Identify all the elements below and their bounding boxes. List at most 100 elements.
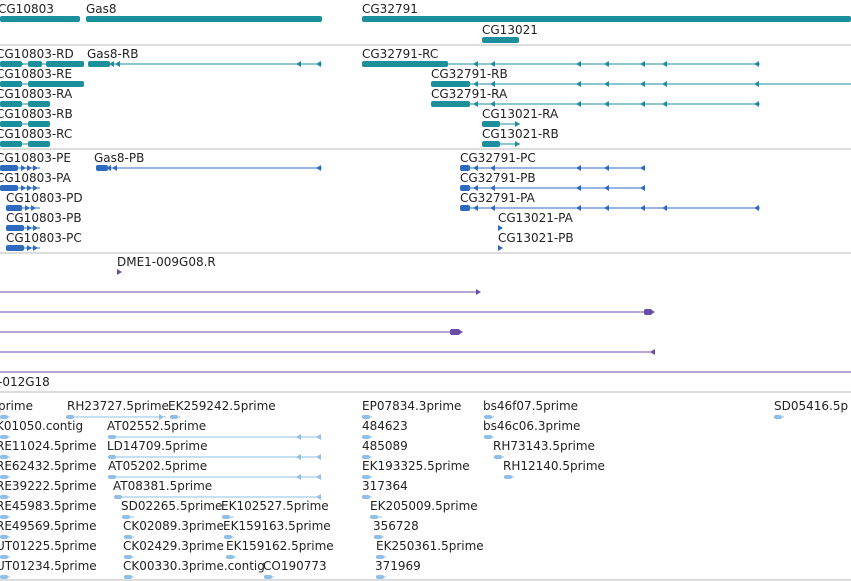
est-label[interactable]: EK102527.5prime [221,499,329,513]
exon-block[interactable] [460,165,470,171]
est-block[interactable] [0,515,8,519]
est-label[interactable]: RH12140.5prime [503,459,605,473]
est-label[interactable]: 484623 [362,419,408,433]
est-label[interactable]: EK159162.5prime [226,539,334,553]
est-label[interactable]: LD14709.5prime [107,439,208,453]
est-block[interactable] [122,515,130,519]
est-label[interactable]: 356728 [373,519,419,533]
transcript-label[interactable]: CG10803-RA [0,87,73,101]
est-label[interactable]: EK259242.5prime [168,399,276,413]
exon-block[interactable] [46,61,84,67]
est-label[interactable]: RH23727.5prime [67,399,169,413]
est-label[interactable]: SD02265.5prime [121,499,222,513]
est-block[interactable] [222,515,230,519]
est-label[interactable]: RE49569.5prime [0,519,97,533]
transcript-label[interactable]: CG13021-RB [482,127,559,141]
gene-bar[interactable] [0,16,80,22]
est-label[interactable]: SD05416.5p [774,399,848,413]
est-block[interactable] [0,415,8,419]
est-label[interactable]: CO190773 [263,559,327,573]
est-label[interactable]: 485089 [362,439,408,453]
est-block[interactable] [226,555,234,559]
est-label[interactable]: bs46c06.3prime [483,419,580,433]
est-label[interactable]: CK02089.3prime [123,519,224,533]
est-label[interactable]: EK159163.5prime [223,519,331,533]
exon-block[interactable] [460,205,470,211]
exon-block[interactable] [0,185,18,191]
est-block[interactable] [124,555,132,559]
est-block[interactable] [484,435,492,439]
transcript-label[interactable]: CG10803-RE [0,67,72,81]
est-label[interactable]: UT01234.5prime [0,559,97,573]
exon-block[interactable] [0,165,18,171]
est-label[interactable]: AT02552.5prime [107,419,206,433]
est-block[interactable] [370,515,378,519]
transcript-label[interactable]: CG10803-PB [6,211,82,225]
transcript-label[interactable]: CG32791-RC [362,47,438,61]
clone-label[interactable]: -012G18 [0,375,50,389]
exon-block[interactable] [6,245,24,251]
est-block[interactable] [362,475,370,479]
exon-block[interactable] [0,101,22,107]
est-block[interactable] [374,535,382,539]
transcript-label[interactable]: Gas8-PB [94,151,144,165]
exon-block[interactable] [6,205,22,211]
est-block[interactable] [0,455,8,459]
exon-block[interactable] [0,121,22,127]
est-label[interactable]: CK00330.3prime.contig [123,559,265,573]
est-label[interactable]: RE45983.5prime [0,499,97,513]
est-label[interactable]: prime [0,399,33,413]
est-block[interactable] [362,415,370,419]
gene-label[interactable]: CG32791 [362,2,418,16]
exon-block[interactable] [482,141,500,147]
exon-block[interactable] [460,185,470,191]
exon-block[interactable] [6,225,24,231]
est-block[interactable] [114,495,122,499]
transcript-label[interactable]: CG10803-RD [0,47,74,61]
est-block[interactable] [0,555,8,559]
est-label[interactable]: EP07834.3prime [362,399,461,413]
exon-block[interactable] [0,61,22,67]
est-label[interactable]: 371969 [375,559,421,573]
est-block[interactable] [362,495,370,499]
est-block[interactable] [362,435,370,439]
est-label[interactable]: AT05202.5prime [108,459,207,473]
transcript-label[interactable]: CG32791-PC [460,151,536,165]
clone-end[interactable] [450,329,460,335]
transcript-label[interactable]: CG32791-PA [460,191,536,205]
est-block[interactable] [0,475,8,479]
gene-label[interactable]: Gas8 [86,2,117,16]
exon-block[interactable] [28,141,50,147]
gene-label[interactable]: CG10803 [0,2,54,16]
exon-block[interactable] [28,81,84,87]
exon-block[interactable] [88,61,110,67]
est-block[interactable] [0,535,8,539]
exon-block[interactable] [0,141,22,147]
est-block[interactable] [362,455,370,459]
exon-block[interactable] [28,61,42,67]
transcript-label[interactable]: CG10803-PD [6,191,83,205]
est-block[interactable] [504,475,512,479]
exon-block[interactable] [431,81,470,87]
transcript-label[interactable]: CG10803-PC [6,231,82,245]
est-label[interactable]: EK250361.5prime [376,539,484,553]
est-block[interactable] [376,575,384,579]
transcript-label[interactable]: CG10803-RC [0,127,72,141]
gene-bar[interactable] [362,16,851,22]
est-block[interactable] [66,415,74,419]
est-block[interactable] [0,435,8,439]
est-block[interactable] [0,575,8,579]
transcript-label[interactable]: CG10803-PA [0,171,72,185]
transcript-label[interactable]: CG32791-PB [460,171,536,185]
transcript-label[interactable]: CG32791-RA [431,87,508,101]
est-label[interactable]: CK02429.3prime [123,539,224,553]
exon-block[interactable] [28,121,50,127]
transcript-label[interactable]: CG32791-RB [431,67,508,81]
gene-label[interactable]: CG13021 [482,23,538,37]
est-label[interactable]: AT08381.5prime [113,479,212,493]
est-label[interactable]: bs46f07.5prime [483,399,578,413]
est-block[interactable] [124,575,132,579]
est-block[interactable] [224,535,232,539]
est-block[interactable] [264,575,272,579]
transcript-label[interactable]: CG10803-PE [0,151,71,165]
